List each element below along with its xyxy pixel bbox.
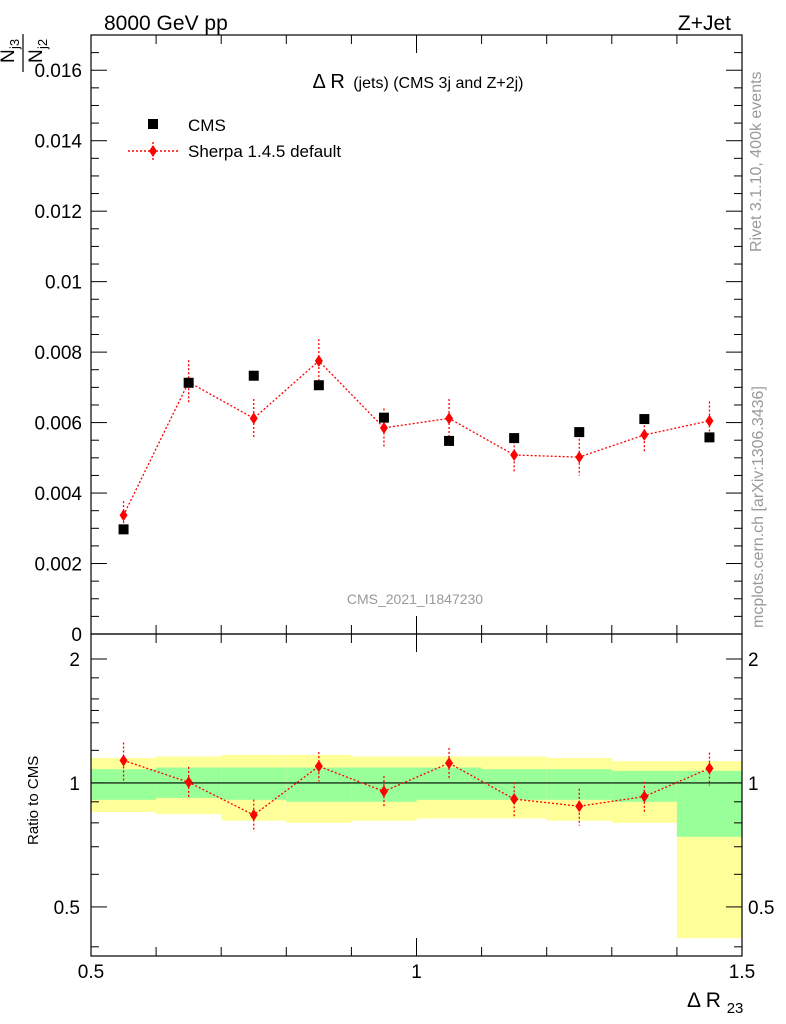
main-y-tick-label: 0.006 — [34, 414, 82, 435]
axis-ticks — [90, 34, 743, 956]
ratio-y-axis-label: Ratio to CMS — [25, 756, 42, 845]
legend: CMS Sherpa 1.4.5 default — [128, 116, 341, 161]
main-y-tick-label: 0.004 — [34, 484, 82, 505]
main-y-tick-label: 0 — [71, 625, 82, 646]
sherpa-point — [119, 509, 128, 522]
ratio-sherpa-point — [184, 776, 193, 789]
ratio-y-tick-label-left: 0.5 — [54, 898, 80, 919]
sherpa-point — [510, 449, 519, 462]
x-axis-label-sub: 23 — [727, 1000, 744, 1017]
ratio-sherpa-point — [119, 754, 128, 767]
sherpa-point — [640, 428, 649, 441]
main-y-tick-label: 0.012 — [34, 202, 82, 223]
rivet-version-label: Rivet 3.1.10, 400k events — [748, 71, 765, 252]
legend-cms-label: CMS — [188, 116, 226, 135]
ratio-band-inner — [91, 769, 157, 800]
x-axis-label: Δ R 23 — [687, 989, 743, 1017]
ratio-series-layer — [119, 742, 714, 832]
cms-point — [509, 433, 520, 444]
ratio-sherpa-point — [379, 785, 388, 798]
chart-title-main: Δ R — [313, 71, 345, 93]
main-y-tick-label: 0.002 — [34, 555, 82, 576]
x-tick-label: 1 — [411, 962, 422, 983]
legend-sherpa-marker — [149, 145, 157, 157]
cms-point — [444, 435, 455, 446]
ratio-y-tick-label-right: 0.5 — [748, 898, 774, 919]
ratio-sherpa-line — [123, 759, 710, 816]
ratio-y-tick-label-left: 2 — [69, 650, 80, 671]
y-label-denominator: N — [26, 49, 47, 63]
ratio-y-tick-label-right: 2 — [748, 650, 759, 671]
y-label-numerator-sub: j3 — [7, 39, 22, 50]
ratio-sherpa-point — [575, 800, 584, 813]
header-process-label: Z+Jet — [678, 12, 731, 35]
ratio-band-inner — [221, 767, 287, 800]
ratio-sherpa-point — [249, 808, 258, 821]
main-y-tick-label: 0.016 — [34, 61, 82, 82]
x-tick-label: 0.5 — [78, 962, 104, 983]
cms-point — [248, 370, 259, 381]
header-energy-label: 8000 GeV pp — [104, 12, 228, 35]
cms-point — [639, 414, 650, 425]
main-y-tick-label: 0.01 — [45, 273, 82, 294]
mcplots-label: mcplots.cern.ch [arXiv:1306.3436] — [750, 386, 767, 628]
chart-title-paren: (jets) (CMS 3j and Z+2j) — [353, 75, 523, 92]
chart-title: Δ R (jets) (CMS 3j and Z+2j) — [313, 71, 524, 93]
main-y-tick-label: 0.008 — [34, 343, 82, 364]
cms-point — [704, 432, 715, 443]
cms-point — [118, 524, 129, 535]
sherpa-line — [122, 360, 710, 516]
ratio-y-tick-label-left: 1 — [69, 774, 80, 795]
ratio-sherpa-point — [445, 757, 454, 770]
sherpa-point — [379, 421, 388, 434]
sherpa-point — [705, 414, 714, 427]
cms-point — [183, 377, 194, 388]
ratio-sherpa-point — [314, 760, 323, 773]
x-axis-label-main: Δ R — [687, 989, 721, 1012]
ratio-sherpa-point — [640, 790, 649, 803]
legend-cms-marker — [148, 119, 158, 129]
main-y-axis-label: N j3 N j2 — [0, 34, 50, 72]
x-tick-label: 1.5 — [729, 962, 755, 983]
ratio-sherpa-point — [510, 793, 519, 806]
y-label-numerator: N — [0, 49, 19, 63]
ratio-y-tick-label-right: 1 — [748, 774, 759, 795]
sherpa-point — [314, 354, 323, 367]
cms-point — [378, 412, 389, 423]
cms-point — [313, 380, 324, 391]
sherpa-point — [249, 412, 258, 425]
ratio-sherpa-point — [705, 762, 714, 775]
analysis-id-label: CMS_2021_I1847230 — [347, 591, 483, 607]
main-series-layer — [118, 339, 715, 535]
legend-sherpa-label: Sherpa 1.4.5 default — [188, 142, 341, 161]
ratio-band-inner — [546, 769, 612, 800]
axis-tick-labels: 0.5 1 1.5 0 0.002 0.004 0.006 0.008 0.01 0.012 0.0… — [34, 61, 774, 983]
y-label-denominator-sub: j2 — [35, 39, 50, 50]
sherpa-point — [445, 412, 454, 425]
main-y-tick-label: 0.014 — [34, 132, 82, 153]
cms-point — [574, 427, 585, 438]
sherpa-point — [575, 451, 584, 464]
